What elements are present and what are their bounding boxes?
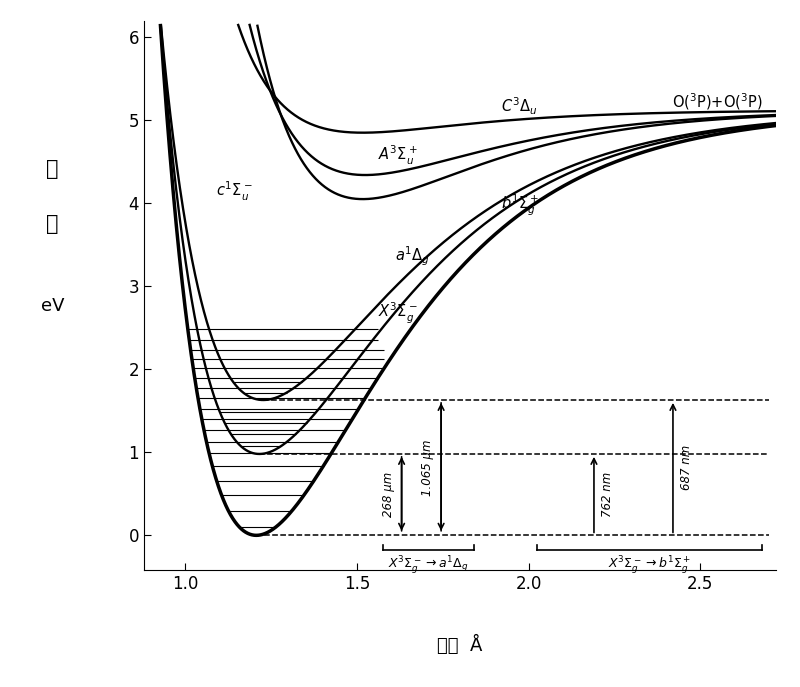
- Text: $b^1\Sigma_g^+$: $b^1\Sigma_g^+$: [502, 193, 539, 218]
- Text: 势: 势: [46, 159, 58, 179]
- Text: 1.065 μm: 1.065 μm: [422, 439, 434, 495]
- Text: eV: eV: [41, 297, 64, 315]
- Text: $A^3\Sigma_u^+$: $A^3\Sigma_u^+$: [378, 144, 418, 166]
- Text: 762 nm: 762 nm: [601, 472, 614, 517]
- Text: $C^3\Delta_u$: $C^3\Delta_u$: [502, 95, 538, 117]
- Text: 能: 能: [46, 214, 58, 234]
- Text: $X^3\Sigma_g^-$: $X^3\Sigma_g^-$: [378, 301, 418, 326]
- Text: $X^3\Sigma_g^-$$\rightarrow$$a^1\Delta_g$: $X^3\Sigma_g^-$$\rightarrow$$a^1\Delta_g…: [388, 554, 469, 576]
- Text: O($^3$P)+O($^3$P): O($^3$P)+O($^3$P): [671, 91, 762, 112]
- X-axis label: 键长  Å: 键长 Å: [438, 635, 482, 655]
- Text: $X^3\Sigma_g^-$$\rightarrow$$b^1\Sigma_g^+$: $X^3\Sigma_g^-$$\rightarrow$$b^1\Sigma_g…: [608, 554, 691, 576]
- Text: $a^1\Delta_g$: $a^1\Delta_g$: [394, 245, 430, 268]
- Text: 268 μm: 268 μm: [382, 472, 394, 517]
- Text: 687 nm: 687 nm: [680, 444, 693, 490]
- Text: $c^1\Sigma_u^-$: $c^1\Sigma_u^-$: [216, 180, 253, 203]
